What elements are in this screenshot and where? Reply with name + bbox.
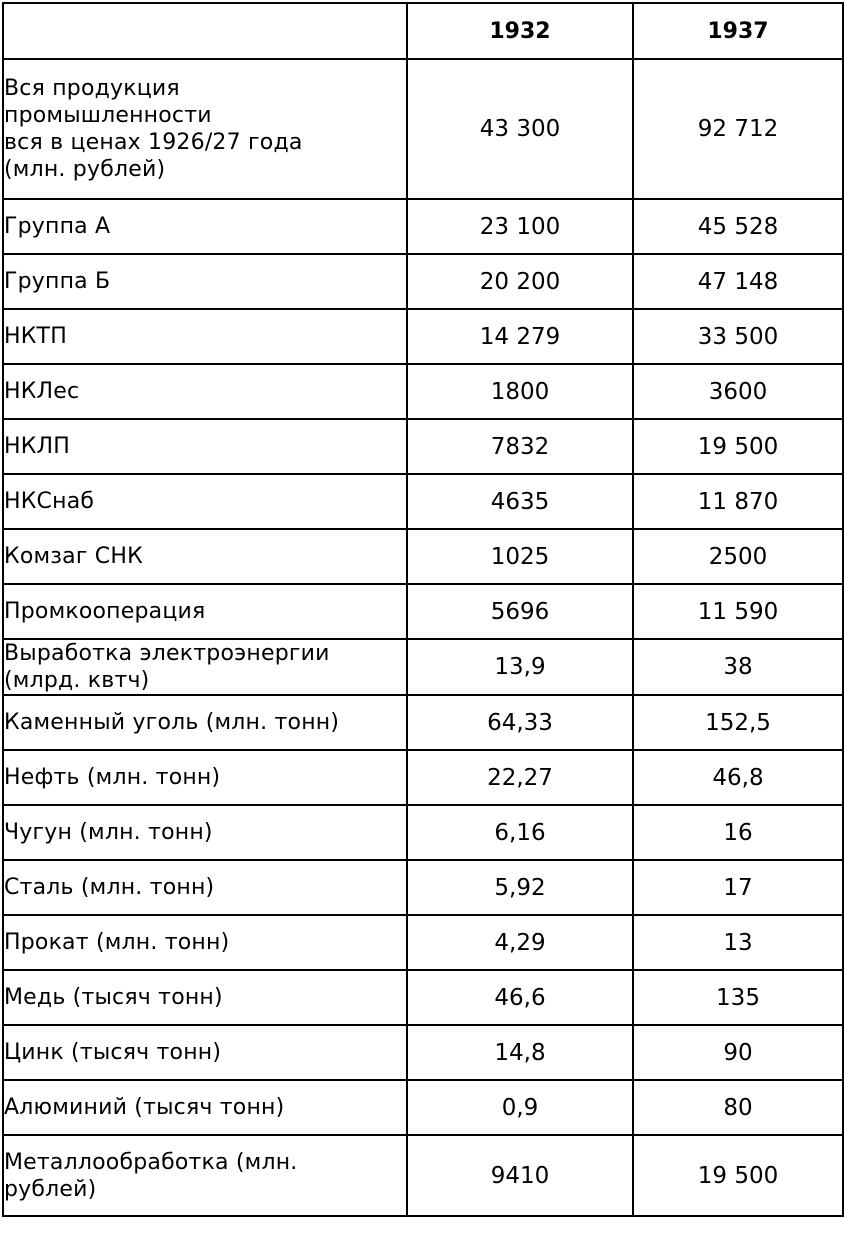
value-1932: 20 200	[406, 253, 634, 310]
table-row: НКЛес 1800 3600	[2, 363, 844, 420]
value-1937: 16	[632, 804, 844, 861]
row-label: Каменный уголь (млн. тонн)	[2, 694, 408, 751]
row-label: Прокат (млн. тонн)	[2, 914, 408, 971]
value-1937: 2500	[632, 528, 844, 585]
table-row: Нефть (млн. тонн) 22,27 46,8	[2, 749, 844, 806]
value-1937: 90	[632, 1024, 844, 1081]
value-1937: 38	[632, 638, 844, 696]
header-empty-cell	[2, 2, 408, 60]
value-1932: 14 279	[406, 308, 634, 365]
table-row: Прокат (млн. тонн) 4,29 13	[2, 914, 844, 971]
table-body: Вся продукция промышленности вся в ценах 1…	[2, 58, 844, 1217]
value-1937: 80	[632, 1079, 844, 1136]
row-label: Промкооперация	[2, 583, 408, 640]
value-1937: 92 712	[632, 58, 844, 200]
value-1937: 19 500	[632, 418, 844, 475]
table-row: Каменный уголь (млн. тонн) 64,33 152,5	[2, 694, 844, 751]
table-row: Цинк (тысяч тонн) 14,8 90	[2, 1024, 844, 1081]
value-1932: 64,33	[406, 694, 634, 751]
value-1932: 5696	[406, 583, 634, 640]
value-1932: 23 100	[406, 198, 634, 255]
header-year-1937: 1937	[632, 2, 844, 60]
table-row: Комзаг СНК 1025 2500	[2, 528, 844, 585]
table-row: Выработка электроэнергии (млрд. квтч) 13,9…	[2, 638, 844, 696]
value-1932: 46,6	[406, 969, 634, 1026]
header-row: 1932 1937	[2, 2, 844, 60]
value-1932: 7832	[406, 418, 634, 475]
table-row: НКТП 14 279 33 500	[2, 308, 844, 365]
value-1932: 14,8	[406, 1024, 634, 1081]
value-1937: 33 500	[632, 308, 844, 365]
value-1932: 13,9	[406, 638, 634, 696]
table-row: Вся продукция промышленности вся в ценах 1…	[2, 58, 844, 200]
row-label: Выработка электроэнергии (млрд. квтч)	[2, 638, 408, 696]
value-1937: 3600	[632, 363, 844, 420]
row-label: Металлообработка (млн. рублей)	[2, 1134, 408, 1217]
value-1932: 22,27	[406, 749, 634, 806]
row-label: НКСнаб	[2, 473, 408, 530]
value-1932: 1800	[406, 363, 634, 420]
table-row: Группа Б 20 200 47 148	[2, 253, 844, 310]
value-1937: 13	[632, 914, 844, 971]
value-1932: 5,92	[406, 859, 634, 916]
table-row: Группа А 23 100 45 528	[2, 198, 844, 255]
row-label: Вся продукция промышленности вся в ценах 1…	[2, 58, 408, 200]
table-row: Чугун (млн. тонн) 6,16 16	[2, 804, 844, 861]
value-1932: 6,16	[406, 804, 634, 861]
row-label: Группа Б	[2, 253, 408, 310]
row-label: Группа А	[2, 198, 408, 255]
row-label: Медь (тысяч тонн)	[2, 969, 408, 1026]
value-1937: 47 148	[632, 253, 844, 310]
value-1932: 0,9	[406, 1079, 634, 1136]
table-row: Сталь (млн. тонн) 5,92 17	[2, 859, 844, 916]
value-1937: 11 590	[632, 583, 844, 640]
row-label: Цинк (тысяч тонн)	[2, 1024, 408, 1081]
table-row: Медь (тысяч тонн) 46,6 135	[2, 969, 844, 1026]
table-row: НКСнаб 4635 11 870	[2, 473, 844, 530]
value-1937: 45 528	[632, 198, 844, 255]
row-label: НКТП	[2, 308, 408, 365]
value-1937: 135	[632, 969, 844, 1026]
row-label: НКЛП	[2, 418, 408, 475]
value-1937: 152,5	[632, 694, 844, 751]
value-1932: 4,29	[406, 914, 634, 971]
row-label: Нефть (млн. тонн)	[2, 749, 408, 806]
table-row: Металлообработка (млн. рублей) 9410 19 500	[2, 1134, 844, 1217]
value-1937: 17	[632, 859, 844, 916]
row-label: Алюминий (тысяч тонн)	[2, 1079, 408, 1136]
value-1937: 46,8	[632, 749, 844, 806]
value-1932: 4635	[406, 473, 634, 530]
table-row: Промкооперация 5696 11 590	[2, 583, 844, 640]
production-table: 1932 1937 Вся продукция промышленности вся…	[2, 2, 844, 1217]
value-1932: 9410	[406, 1134, 634, 1217]
row-label: НКЛес	[2, 363, 408, 420]
header-year-1932: 1932	[406, 2, 634, 60]
value-1932: 43 300	[406, 58, 634, 200]
row-label: Чугун (млн. тонн)	[2, 804, 408, 861]
value-1937: 19 500	[632, 1134, 844, 1217]
table-row: НКЛП 7832 19 500	[2, 418, 844, 475]
row-label: Комзаг СНК	[2, 528, 408, 585]
value-1937: 11 870	[632, 473, 844, 530]
value-1932: 1025	[406, 528, 634, 585]
row-label: Сталь (млн. тонн)	[2, 859, 408, 916]
table-row: Алюминий (тысяч тонн) 0,9 80	[2, 1079, 844, 1136]
